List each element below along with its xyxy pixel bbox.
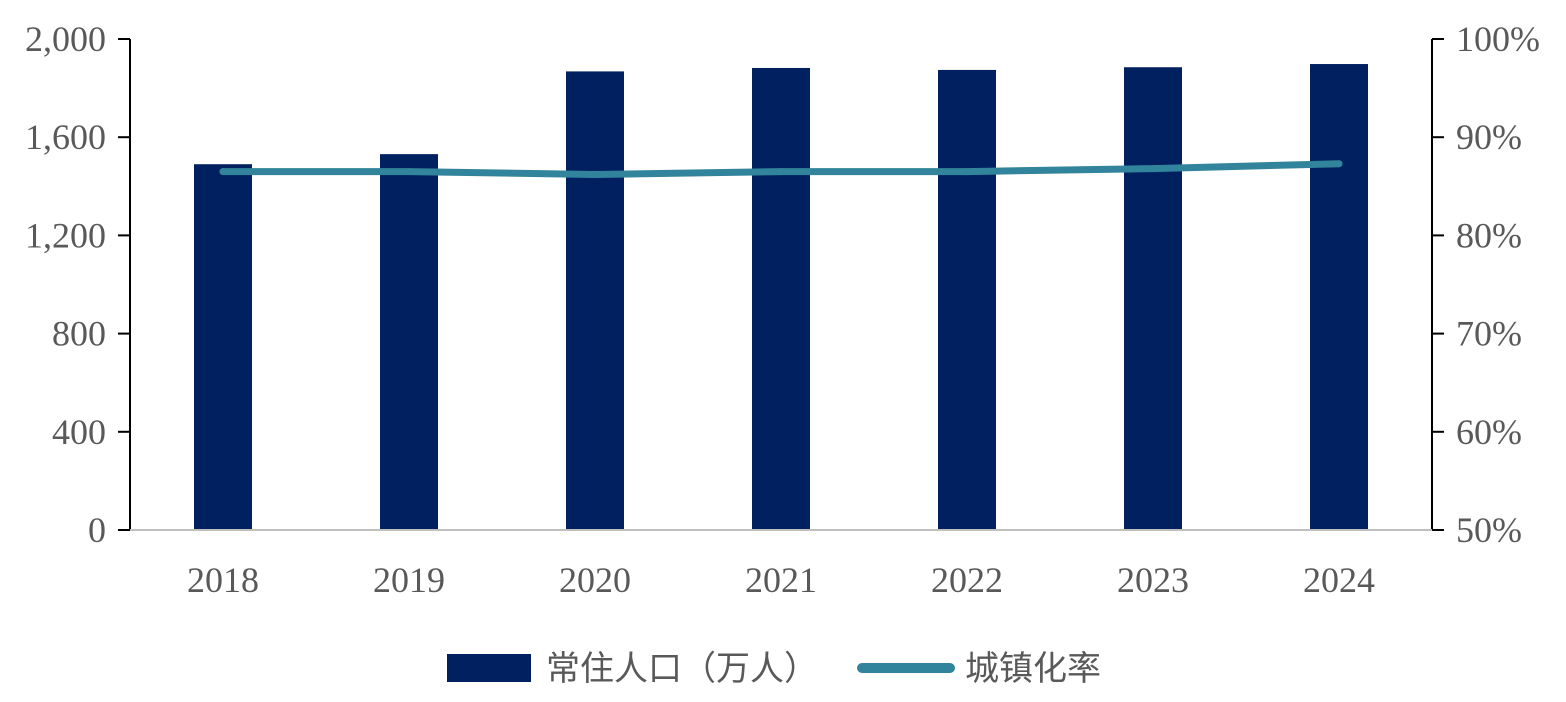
bar-2018 [194, 164, 252, 530]
bar-2023 [1124, 67, 1182, 531]
tick-labels-group: 0 400 800 1,200 1,600 2,000 50% 60% 70% 80% 90% 100… [25, 19, 1540, 600]
y-left-tick-label: 1,600 [25, 117, 106, 157]
x-tick-label: 2019 [373, 560, 445, 600]
line-point-2021 [777, 168, 785, 176]
bar-2019 [380, 154, 438, 530]
x-tick-label: 2018 [187, 560, 259, 600]
y-left-tick-label: 1,200 [25, 215, 106, 255]
y-right-tick-label: 60% [1456, 412, 1522, 452]
x-tick-label: 2023 [1117, 560, 1189, 600]
line-series-group [219, 160, 1343, 179]
bar-2021 [752, 67, 810, 531]
line-point-2022 [963, 168, 971, 176]
line-point-2018 [219, 168, 227, 176]
y-right-tick-label: 100% [1456, 19, 1540, 59]
y-left-tick-label: 800 [52, 314, 106, 354]
line-point-2020 [591, 171, 599, 179]
bar-2022 [938, 69, 996, 531]
y-right-tick-label: 80% [1456, 215, 1522, 255]
x-tick-label: 2020 [559, 560, 631, 600]
x-tick-label: 2024 [1303, 560, 1375, 600]
y-left-tick-label: 2,000 [25, 19, 106, 59]
y-right-tick-label: 70% [1456, 314, 1522, 354]
line-point-2019 [405, 168, 413, 176]
legend-label-line: 城镇化率 [965, 649, 1101, 689]
y-right-tick-label: 90% [1456, 117, 1522, 157]
x-tick-label: 2022 [931, 560, 1003, 600]
legend-label-bar: 常住人口（万人） [546, 649, 818, 689]
legend: 常住人口（万人） 城镇化率 [447, 649, 1101, 689]
y-right-tick-label: 50% [1456, 510, 1522, 550]
bar-series-group [194, 64, 1368, 531]
x-tick-label: 2021 [745, 560, 817, 600]
line-point-2023 [1149, 165, 1157, 173]
bar-2020 [566, 71, 624, 530]
y-left-tick-label: 0 [88, 510, 106, 550]
y-left-tick-label: 400 [52, 412, 106, 452]
axes-group [118, 38, 1444, 531]
line-point-2024 [1335, 160, 1343, 168]
bar-2024 [1310, 64, 1368, 530]
legend-swatch-bar [447, 654, 531, 682]
